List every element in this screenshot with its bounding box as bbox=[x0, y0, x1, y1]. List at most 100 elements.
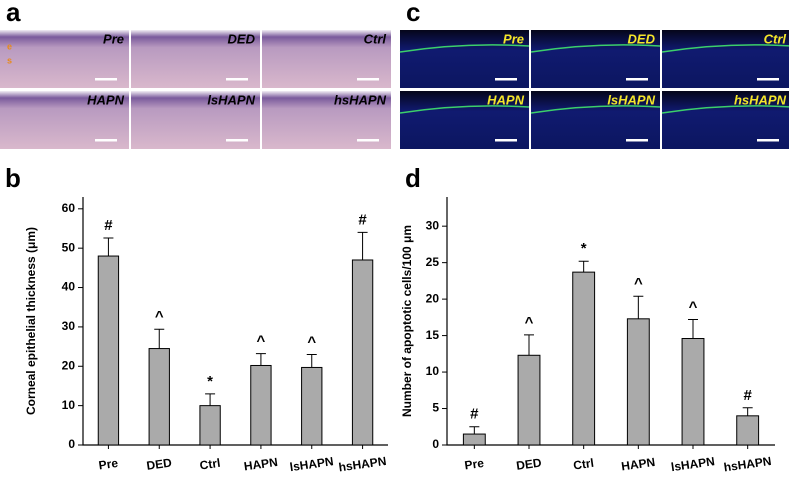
panel-label: HAPN bbox=[87, 92, 124, 107]
x-tick-label: lsHAPN bbox=[670, 454, 716, 474]
error-bar bbox=[154, 328, 165, 349]
x-tick-label: hsHAPN bbox=[338, 454, 387, 475]
y-axis-label: Corneal epithelial thickness (μm) bbox=[24, 227, 38, 415]
bar bbox=[736, 415, 760, 446]
significance-mark: # bbox=[358, 211, 367, 228]
significance-mark: * bbox=[581, 240, 587, 257]
x-tick-label: hsHAPN bbox=[723, 454, 772, 475]
x-tick-label: Ctrl bbox=[199, 456, 221, 473]
scale-bar bbox=[757, 78, 779, 81]
scale-bar bbox=[495, 78, 517, 81]
bar bbox=[301, 366, 323, 446]
y-tick-label: 30 bbox=[426, 218, 440, 232]
panel-label: HAPN bbox=[487, 92, 524, 107]
y-tick-label: 0 bbox=[68, 437, 75, 451]
epithelium-signal bbox=[530, 44, 661, 53]
scale-bar bbox=[95, 78, 117, 81]
y-tick-label: 10 bbox=[426, 364, 440, 378]
y-axis-label: Number of apoptotic cells/100 μm bbox=[400, 225, 414, 417]
y-tick-label: 40 bbox=[62, 280, 76, 294]
y-tick-label: 20 bbox=[62, 358, 76, 372]
x-tick-label: Pre bbox=[98, 456, 119, 473]
bar bbox=[250, 364, 272, 446]
scale-bar bbox=[495, 139, 517, 142]
scale-bar bbox=[226, 78, 248, 81]
panel-letter: c bbox=[406, 0, 420, 27]
bar bbox=[148, 348, 170, 446]
significance-mark: # bbox=[104, 217, 113, 234]
significance-mark: # bbox=[743, 387, 752, 404]
x-tick-label: HAPN bbox=[243, 455, 279, 474]
panel-letter: d bbox=[405, 163, 421, 193]
scale-bar bbox=[626, 139, 648, 142]
epithelium-signal bbox=[399, 44, 530, 53]
scale-bar bbox=[95, 139, 117, 142]
bar bbox=[199, 405, 221, 446]
y-tick-label: 25 bbox=[426, 255, 440, 269]
y-tick-label: 10 bbox=[62, 398, 76, 412]
error-bar bbox=[633, 295, 644, 319]
epithelium-signal bbox=[661, 105, 789, 114]
error-bar bbox=[357, 231, 368, 260]
error-bar bbox=[742, 407, 753, 416]
error-bar bbox=[578, 260, 589, 273]
panel-label: hsHAPN bbox=[734, 92, 787, 107]
significance-mark: ^ bbox=[525, 314, 534, 331]
scale-bar bbox=[626, 78, 648, 81]
scale-bar bbox=[357, 78, 379, 81]
epithelium-signal bbox=[661, 44, 789, 53]
axis bbox=[82, 197, 388, 446]
panel-label: lsHAPN bbox=[207, 92, 255, 107]
panel-letter: a bbox=[6, 0, 21, 27]
layer-label: e bbox=[7, 41, 12, 51]
y-tick-label: 50 bbox=[62, 240, 76, 254]
x-tick-label: lsHAPN bbox=[289, 454, 335, 474]
error-bar bbox=[205, 393, 216, 406]
epithelium-signal bbox=[530, 105, 661, 114]
axis bbox=[446, 197, 775, 446]
x-tick-label: DED bbox=[515, 455, 542, 472]
significance-mark: ^ bbox=[689, 299, 698, 316]
error-bar bbox=[469, 426, 480, 435]
x-tick-label: DED bbox=[146, 455, 173, 472]
y-tick-label: 20 bbox=[426, 291, 440, 305]
error-bar bbox=[255, 353, 266, 366]
panel-label: Pre bbox=[503, 31, 524, 46]
error-bar bbox=[306, 353, 317, 368]
y-tick-label: 15 bbox=[426, 328, 440, 342]
significance-mark: ^ bbox=[155, 308, 164, 325]
scale-bar bbox=[757, 139, 779, 142]
significance-mark: # bbox=[470, 406, 479, 423]
bar bbox=[351, 259, 374, 446]
bar bbox=[517, 354, 541, 446]
error-bar bbox=[688, 319, 698, 339]
y-tick-label: 60 bbox=[62, 201, 76, 215]
y-tick-label: 5 bbox=[432, 401, 439, 415]
error-bar bbox=[103, 237, 114, 257]
layer-label: s bbox=[7, 55, 12, 65]
x-tick-label: Pre bbox=[464, 456, 485, 473]
scale-bar bbox=[226, 139, 248, 142]
panel-label: DED bbox=[228, 31, 256, 46]
panel-label: Ctrl bbox=[764, 31, 787, 46]
panel-letter: b bbox=[5, 163, 21, 193]
scale-bar bbox=[357, 139, 379, 142]
error-bar bbox=[524, 334, 534, 356]
x-tick-label: Ctrl bbox=[572, 456, 594, 473]
significance-mark: * bbox=[207, 373, 213, 390]
panel-label: DED bbox=[628, 31, 656, 46]
panel-label: Ctrl bbox=[364, 31, 387, 46]
bar bbox=[681, 338, 705, 446]
y-tick-label: 30 bbox=[62, 319, 76, 333]
bar bbox=[626, 318, 650, 446]
significance-mark: ^ bbox=[257, 333, 266, 350]
epithelium-signal bbox=[399, 105, 530, 114]
bar bbox=[462, 433, 486, 446]
bar bbox=[572, 271, 596, 446]
significance-mark: ^ bbox=[634, 275, 643, 292]
panel-label: lsHAPN bbox=[607, 92, 655, 107]
x-tick-label: HAPN bbox=[620, 455, 656, 474]
panel-label: hsHAPN bbox=[334, 92, 387, 107]
y-tick-label: 0 bbox=[432, 437, 439, 451]
